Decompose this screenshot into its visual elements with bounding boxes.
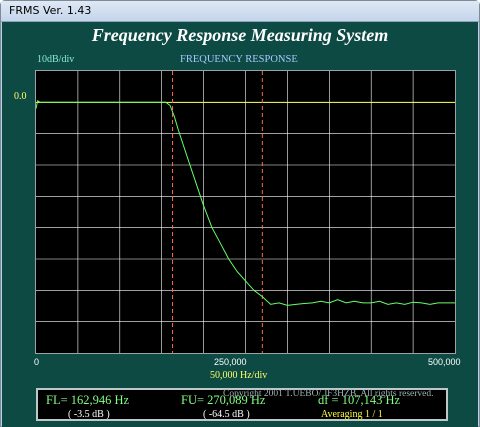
x-scale-label: 50,000 Hz/div xyxy=(210,370,268,381)
x-tick-label-0: 0 xyxy=(34,357,40,367)
grid xyxy=(36,71,455,353)
measurement-panel: FL= 162,946 Hz ( -3.5 dB ) FU= 270,089 H… xyxy=(36,388,448,421)
fu-value: FU= 270,089 Hz xyxy=(181,393,266,407)
chart-title: FREQUENCY RESPONSE xyxy=(180,54,298,65)
y-scale-label: 10dB/div xyxy=(37,54,75,65)
x-tick-label-250k: 250,000 xyxy=(214,357,247,367)
fl-db-value: ( -3.5 dB ) xyxy=(68,409,110,420)
copyright-text: Copyright 2001 T.UEBO/ JF3HZB, All right… xyxy=(223,389,434,399)
window-title: FRMS Ver. 1.43 xyxy=(9,4,92,17)
fl-value: FL= 162,946 Hz xyxy=(46,393,130,407)
response-trace xyxy=(36,100,455,306)
title-bar[interactable]: FRMS Ver. 1.43 xyxy=(1,1,479,22)
plot-area[interactable] xyxy=(35,70,456,354)
client-area: Frequency Response Measuring System 10dB… xyxy=(2,22,478,427)
app-title: Frequency Response Measuring System xyxy=(91,25,389,45)
df-value: df = 107,143 Hz xyxy=(318,393,401,407)
y-reference-label: 0.0 xyxy=(14,91,27,102)
fu-db-value: ( -64.5 dB ) xyxy=(203,409,250,420)
averaging-status: Averaging 1 / 1 xyxy=(321,409,383,420)
frequency-response-chart xyxy=(36,71,455,353)
x-tick-label-500k: 500,000 xyxy=(428,357,461,367)
